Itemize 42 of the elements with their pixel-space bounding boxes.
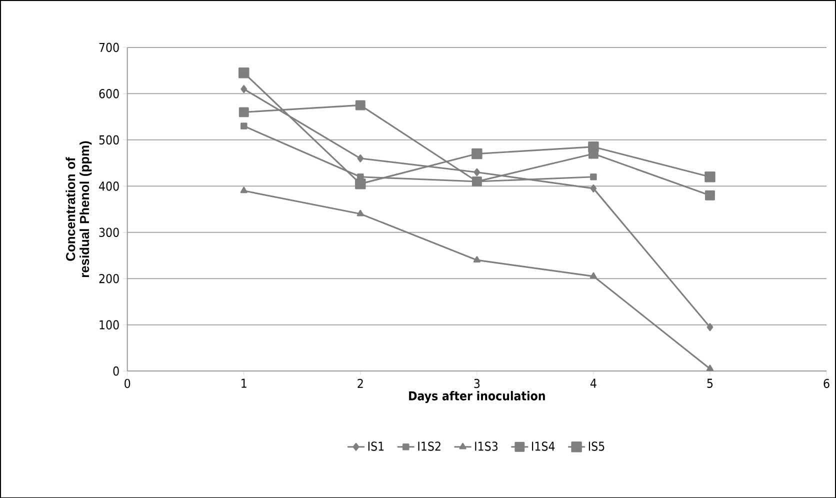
point xyxy=(474,168,480,176)
y-tick-label: 0 xyxy=(113,366,119,376)
point xyxy=(355,178,366,190)
point xyxy=(356,210,364,216)
x-tick-label: 6 xyxy=(824,378,830,388)
y-tick-label: 400 xyxy=(99,181,119,191)
y-tick-label: 500 xyxy=(99,135,119,144)
x-tick-label: 5 xyxy=(707,378,713,388)
point xyxy=(472,148,482,159)
point xyxy=(706,364,714,371)
point xyxy=(238,67,250,78)
x-tick-label: 2 xyxy=(358,378,363,388)
point xyxy=(473,256,480,262)
y-tick-label: 300 xyxy=(99,228,119,237)
point xyxy=(590,272,598,278)
y-axis-title: Concentration of residual Phenol (ppm) xyxy=(66,141,92,277)
point xyxy=(590,184,597,192)
x-tick-label: 3 xyxy=(474,378,480,388)
y-tick-label: 200 xyxy=(99,274,119,284)
x-tick-label: 0 xyxy=(124,378,130,388)
legend-label: IS1 xyxy=(368,441,384,451)
point xyxy=(704,171,716,182)
point xyxy=(705,190,715,200)
point xyxy=(355,100,366,110)
legend-label: I1S3 xyxy=(475,441,498,451)
point xyxy=(240,186,248,193)
x-tick-label: 4 xyxy=(590,378,596,388)
point xyxy=(240,84,248,93)
y-tick-label: 100 xyxy=(100,320,119,330)
point xyxy=(590,173,597,180)
legend-label: I1S4 xyxy=(532,441,555,451)
y-tick-label: 700 xyxy=(99,42,119,52)
x-axis-title: Days after inoculation xyxy=(409,390,545,403)
y-tick-label: 600 xyxy=(99,88,119,98)
point xyxy=(588,141,599,152)
legend-label: IS5 xyxy=(588,441,604,451)
point xyxy=(357,154,364,162)
legend-label: I1S2 xyxy=(418,441,440,451)
point xyxy=(240,122,248,130)
point xyxy=(706,322,714,331)
x-tick-label: 1 xyxy=(242,378,246,388)
point xyxy=(238,107,249,117)
